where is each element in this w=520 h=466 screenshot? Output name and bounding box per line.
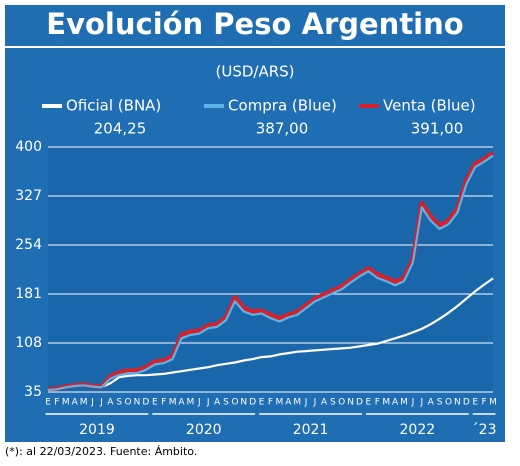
x-tick-label: J: [197, 398, 201, 408]
x-tick-label: O: [125, 398, 132, 408]
plot-area: [48, 147, 493, 392]
x-tick-label: N: [240, 398, 247, 408]
x-tick-label: F: [482, 398, 487, 408]
x-tick-label: A: [428, 398, 435, 408]
x-tick-label: A: [285, 398, 292, 408]
x-tick-label: M: [187, 398, 195, 408]
year-label: 2019: [79, 422, 115, 438]
x-tick-label: M: [293, 398, 301, 408]
legend-value: 204,25: [94, 120, 147, 138]
x-tick-label: J: [90, 398, 94, 408]
x-tick-label: E: [472, 398, 478, 408]
x-tick-label: J: [206, 398, 210, 408]
x-tick-label: N: [347, 398, 354, 408]
x-tick-label: O: [445, 398, 452, 408]
x-tick-label: S: [116, 398, 122, 408]
x-tick-label: N: [134, 398, 141, 408]
y-tick-label: 181: [15, 286, 42, 302]
x-tick-label: A: [107, 398, 114, 408]
x-tick-label: M: [400, 398, 408, 408]
x-tick-label: J: [313, 398, 317, 408]
x-tick-label: S: [330, 398, 336, 408]
legend-value: 391,00: [411, 120, 464, 138]
x-tick-label: A: [214, 398, 221, 408]
legend-label: Oficial (BNA): [66, 97, 161, 115]
x-tick-label: M: [62, 398, 70, 408]
series-line: [47, 277, 494, 392]
x-tick-label: J: [411, 398, 415, 408]
chart-title: Evolución Peso Argentino: [46, 7, 463, 41]
footnote: (*): al 22/03/2023. Fuente: Ámbito.: [5, 445, 197, 458]
legend-value: 387,00: [256, 120, 309, 138]
x-tick-label: J: [304, 398, 308, 408]
x-tick-label: O: [338, 398, 345, 408]
x-tick-label: M: [276, 398, 284, 408]
x-tick-label: S: [437, 398, 443, 408]
x-tick-label: O: [231, 398, 238, 408]
series-line: [47, 154, 494, 392]
legend-label: Venta (Blue): [383, 97, 476, 115]
x-tick-label: J: [99, 398, 103, 408]
x-tick-label: A: [72, 398, 79, 408]
y-tick-label: 327: [15, 188, 42, 204]
y-tick-label: 400: [15, 139, 42, 155]
x-tick-label: F: [54, 398, 59, 408]
x-tick-label: D: [356, 398, 363, 408]
legend-label: Compra (Blue): [228, 97, 337, 115]
chart-subtitle: (USD/ARS): [215, 63, 294, 81]
x-tick-label: A: [392, 398, 399, 408]
x-tick-label: M: [169, 398, 177, 408]
y-tick-label: 254: [15, 237, 42, 253]
year-label: 2021: [293, 422, 329, 438]
x-tick-label: E: [259, 398, 265, 408]
x-tick-label: D: [249, 398, 256, 408]
y-tick-label: 108: [15, 335, 42, 351]
x-tick-label: D: [142, 398, 149, 408]
x-tick-label: E: [366, 398, 372, 408]
x-tick-label: E: [45, 398, 51, 408]
x-tick-label: A: [321, 398, 328, 408]
year-label: ´23: [472, 422, 497, 438]
x-tick-label: A: [178, 398, 185, 408]
x-tick-label: N: [454, 398, 461, 408]
x-tick-label: M: [489, 398, 497, 408]
x-tick-label: M: [80, 398, 88, 408]
x-tick-label: S: [223, 398, 229, 408]
x-tick-label: F: [161, 398, 166, 408]
x-tick-label: D: [463, 398, 470, 408]
year-label: 2022: [400, 422, 436, 438]
x-tick-label: E: [152, 398, 158, 408]
year-label: 2020: [186, 422, 222, 438]
x-tick-label: F: [375, 398, 380, 408]
x-tick-label: M: [382, 398, 390, 408]
y-tick-label: 35: [24, 384, 42, 400]
x-tick-label: F: [268, 398, 273, 408]
x-tick-label: J: [419, 398, 423, 408]
